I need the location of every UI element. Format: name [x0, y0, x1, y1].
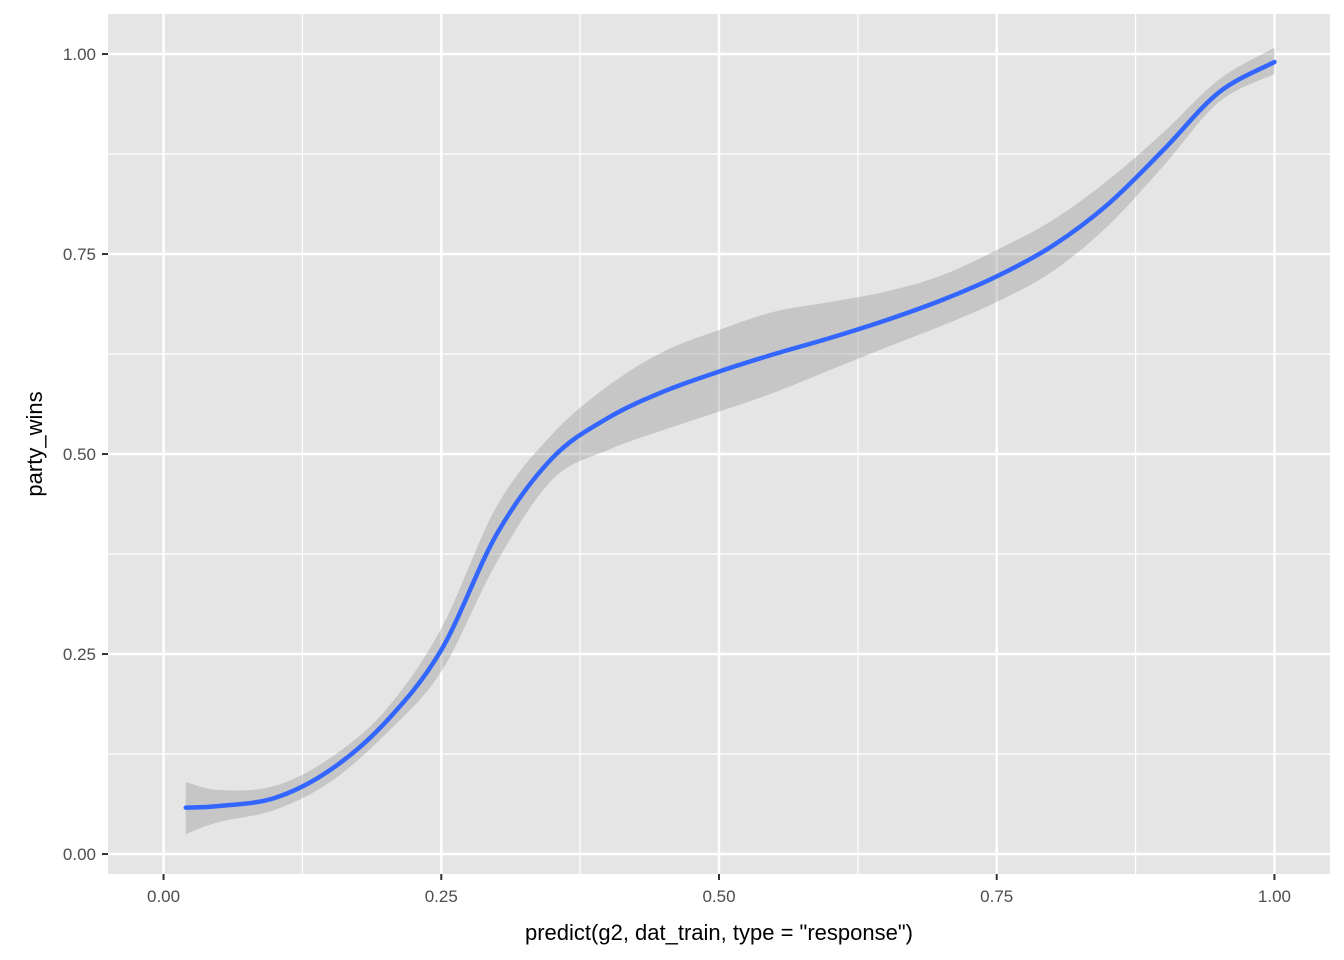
y-tick-label: 0.75 — [63, 245, 96, 264]
x-tick-label: 1.00 — [1258, 887, 1291, 906]
y-tick-label: 0.25 — [63, 645, 96, 664]
axes: 0.00 0.25 0.50 0.75 1.00 0.00 0.25 0.50 0.75 1.00 — [63, 45, 1291, 906]
x-axis-title: predict(g2, dat_train, type = "response"… — [525, 920, 913, 945]
x-tick-label: 0.25 — [425, 887, 458, 906]
x-tick-label: 0.75 — [980, 887, 1013, 906]
y-axis-title: party_wins — [22, 391, 47, 496]
x-tick-label: 0.00 — [147, 887, 180, 906]
y-tick-label: 1.00 — [63, 45, 96, 64]
smooth-line — [183, 59, 1277, 810]
grid-lines — [108, 14, 1330, 874]
y-tick-label: 0.00 — [63, 845, 96, 864]
x-tick-label: 0.50 — [702, 887, 735, 906]
confidence-ribbon — [185, 47, 1275, 835]
y-tick-label: 0.50 — [63, 445, 96, 464]
